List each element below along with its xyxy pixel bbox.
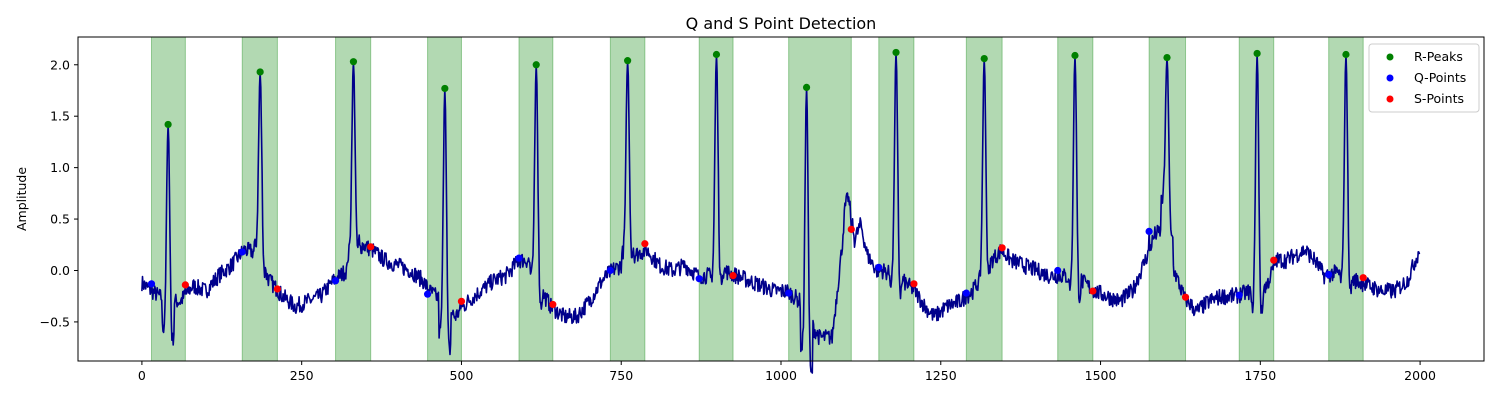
s-point <box>549 300 557 309</box>
legend-marker-r-peaks <box>1386 53 1394 61</box>
q-point <box>331 277 340 285</box>
detection-span <box>518 36 554 362</box>
r-peak-point <box>624 57 632 65</box>
s-point <box>847 225 855 233</box>
q-point <box>1235 291 1243 299</box>
s-point <box>367 243 375 251</box>
x-tick-label: 1500 <box>1085 368 1117 383</box>
x-tick-label: 500 <box>450 368 474 383</box>
s-point <box>729 272 737 280</box>
y-tick-label: 1.0 <box>50 160 70 175</box>
r-peak-point <box>1253 49 1261 58</box>
r-peak-point <box>532 61 540 69</box>
detection-span <box>1328 36 1364 362</box>
r-peak-point <box>892 48 900 57</box>
q-point <box>1325 271 1333 279</box>
detected-points <box>147 48 1367 309</box>
r-peak-point <box>256 68 264 76</box>
legend-label-r-peaks: R-Peaks <box>1414 49 1463 64</box>
y-tick-label: 0.5 <box>50 212 70 227</box>
q-point <box>962 289 970 297</box>
x-tick-label: 1000 <box>765 368 797 383</box>
r-peak-point <box>1163 53 1171 62</box>
y-tick-label: −0.5 <box>40 314 70 329</box>
r-peak-point <box>802 83 811 91</box>
y-axis: −0.5 0.0 0.5 1.0 1.5 2.0 <box>40 57 78 329</box>
q-point <box>147 280 156 288</box>
s-point <box>910 280 918 288</box>
r-peak-point <box>712 50 721 59</box>
r-peak-point <box>1342 50 1350 59</box>
x-tick-label: 250 <box>290 368 314 383</box>
s-point <box>457 297 466 305</box>
legend-box <box>1368 43 1480 113</box>
s-point <box>1270 256 1278 264</box>
q-point <box>606 266 614 275</box>
q-point <box>515 254 523 262</box>
r-peak-point <box>164 120 172 129</box>
r-peak-point <box>441 84 449 93</box>
s-point <box>998 244 1006 252</box>
r-peak-point <box>1071 51 1079 60</box>
signal-layer <box>141 51 1421 374</box>
detection-spans <box>150 36 1364 362</box>
y-axis-label: Amplitude <box>14 167 29 231</box>
y-tick-label: 0.0 <box>50 263 70 278</box>
detection-span <box>965 36 1003 362</box>
ecg-signal-line <box>141 51 1421 374</box>
r-peak-point <box>980 55 988 63</box>
legend-marker-s-points <box>1386 95 1394 103</box>
x-axis: 0 250 500 750 1000 1250 1500 1750 2000 <box>138 361 1436 383</box>
q-point <box>238 248 246 256</box>
q-point <box>1145 227 1153 235</box>
x-tick-label: 0 <box>138 368 146 383</box>
q-point <box>423 290 432 298</box>
s-point <box>273 285 281 293</box>
legend-label-s-points: S-Points <box>1414 91 1464 106</box>
legend-label-q-points: Q-Points <box>1414 70 1466 85</box>
chart-title: Q and S Point Detection <box>686 14 877 33</box>
x-tick-label: 1250 <box>925 368 957 383</box>
q-point <box>695 275 703 283</box>
s-point <box>1089 287 1097 295</box>
y-tick-label: 1.5 <box>50 109 70 124</box>
plot-frame <box>77 36 1485 362</box>
s-point <box>181 281 189 289</box>
s-point <box>641 240 649 248</box>
s-point <box>1181 293 1190 301</box>
y-tick-label: 2.0 <box>50 57 70 72</box>
r-peak-point <box>349 58 358 66</box>
x-tick-label: 2000 <box>1404 368 1436 383</box>
s-point <box>1359 274 1367 282</box>
legend-marker-q-points <box>1386 74 1394 82</box>
legend: R-Peaks Q-Points S-Points <box>1368 43 1480 113</box>
detection-span <box>788 36 852 362</box>
q-point <box>785 289 793 297</box>
x-tick-label: 750 <box>609 368 633 383</box>
q-point <box>1054 266 1062 275</box>
q-point <box>875 263 883 271</box>
detection-span <box>150 36 186 362</box>
x-tick-label: 1750 <box>1244 368 1276 383</box>
